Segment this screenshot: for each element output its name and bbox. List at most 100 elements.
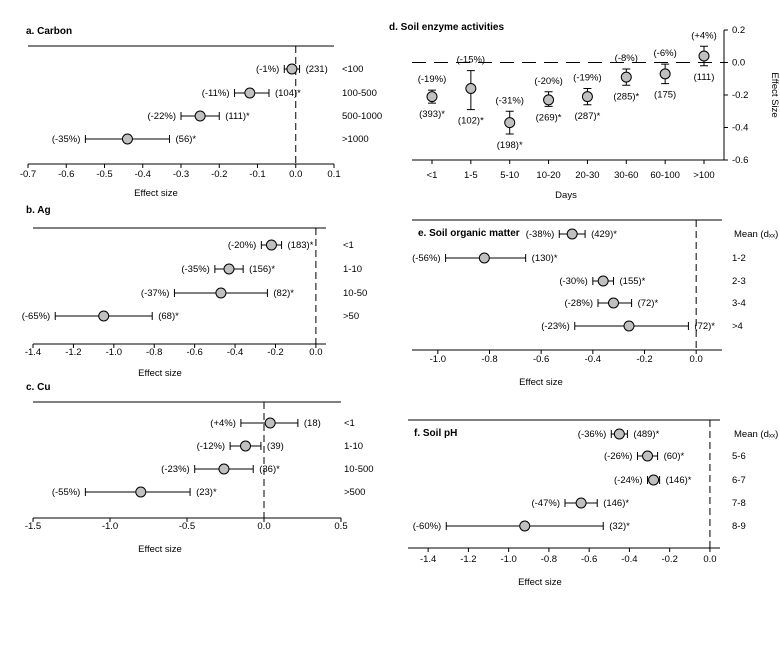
panel-title: e. Soil organic matter (418, 228, 520, 239)
category-label: 1-2 (732, 253, 746, 264)
percent-label: (-23%) (161, 464, 190, 475)
sample-count-label: (231) (306, 64, 328, 75)
x-tick-label: 0.0 (690, 354, 703, 365)
percent-label: (+4%) (691, 30, 717, 41)
sample-count-label: (82)* (273, 288, 294, 299)
x-tick-label: -0.6 (58, 169, 74, 180)
x-tick-label: -1.4 (25, 347, 41, 358)
sample-count-label: (68)* (158, 311, 179, 322)
sample-count-label: (18) (304, 418, 321, 429)
x-tick-label: -1.5 (25, 521, 41, 532)
mean-point (264, 417, 276, 429)
x-tick-label: 0.0 (257, 521, 270, 532)
category-label: 100-500 (342, 88, 377, 99)
panel-a-carbon: a. Carbon -0.7 -0.6 -0.5 -0.4 -0.3 -0.2 -0.1 0.0… (20, 26, 382, 199)
percent-label: (-55%) (52, 487, 81, 498)
x-tick-label: -0.6 (533, 354, 549, 365)
percent-label: (-47%) (531, 498, 560, 509)
category-label: >500 (344, 487, 365, 498)
sample-count-label: (183)* (288, 240, 314, 251)
mean-point (215, 287, 227, 299)
category-label: <1 (344, 418, 355, 429)
category-label: <1 (343, 240, 354, 251)
mean-point (98, 310, 110, 322)
mean-point (698, 50, 710, 62)
sample-count-label: (23)* (196, 487, 217, 498)
mean-point (608, 297, 619, 309)
sample-count-label: (111)* (225, 111, 250, 122)
category-label: 10-500 (344, 464, 374, 475)
x-tick-label: 5-10 (500, 170, 519, 181)
mean-point (135, 486, 147, 498)
mean-point (648, 474, 660, 486)
x-tick-label: 0.1 (327, 169, 340, 180)
sample-count-label: (175) (654, 90, 676, 101)
x-tick-label: -1.2 (65, 347, 81, 358)
percent-label: (-19%) (573, 73, 602, 84)
mean-point (623, 320, 635, 332)
x-tick-label: <1 (427, 170, 438, 181)
x-tick-label: -0.2 (267, 347, 283, 358)
sample-count-label: (146)* (666, 475, 692, 486)
x-tick-label: -1.0 (430, 354, 446, 365)
x-tick-label: -1.0 (500, 554, 516, 565)
mean-point (597, 275, 609, 287)
y-tick-label: -0.6 (732, 155, 748, 166)
y-axis-label: Effect Size (769, 72, 780, 117)
sample-count-label: (155)* (620, 276, 646, 287)
panel-title: d. Soil enzyme activities (389, 22, 504, 33)
sample-count-label: (111) (694, 72, 715, 83)
x-tick-label: -0.4 (227, 347, 243, 358)
category-label: 2-3 (732, 276, 746, 287)
x-tick-label: -0.1 (249, 169, 265, 180)
x-tick-label: -0.5 (179, 521, 195, 532)
x-tick-label: 10-20 (536, 170, 560, 181)
percent-label: (-56%) (412, 253, 441, 264)
x-axis-label: Effect size (138, 544, 182, 555)
percent-label: (-6%) (654, 48, 677, 59)
mean-point (121, 133, 133, 145)
category-label: >50 (343, 311, 359, 322)
mean-point (244, 87, 256, 99)
percent-label: (-19%) (418, 74, 447, 85)
mean-point (642, 450, 654, 462)
x-tick-label: -0.4 (621, 554, 637, 565)
percent-label: (-1%) (256, 64, 279, 75)
legend-header: Mean (dₓₓ) (734, 429, 778, 440)
x-tick-label: -1.2 (460, 554, 476, 565)
sample-count-label: (198)* (497, 140, 523, 151)
mean-point (218, 463, 230, 475)
mean-point (240, 440, 252, 452)
percent-label: (-15%) (457, 55, 486, 66)
x-axis-label: Days (555, 190, 577, 201)
category-label: >4 (732, 321, 743, 332)
x-tick-label: 30-60 (614, 170, 638, 181)
panel-b-ag: b. Ag -1.4 -1.2 -1.0 -0.8 -0.6 -0.4 -0.2 0.0 Effe… (22, 205, 368, 379)
mean-point (286, 63, 298, 75)
sample-count-label: (269)* (536, 112, 562, 123)
mean-point (194, 110, 206, 122)
x-tick-label: -0.8 (481, 354, 497, 365)
percent-label: (-30%) (559, 276, 588, 287)
mean-point (426, 91, 438, 103)
x-tick-label: 0.5 (334, 521, 347, 532)
percent-label: (-65%) (22, 311, 51, 322)
y-tick-label: 0.2 (732, 25, 745, 36)
mean-point (543, 94, 555, 106)
x-tick-label: -1.0 (102, 521, 118, 532)
percent-label: (-11%) (202, 88, 230, 99)
mean-point (566, 228, 578, 240)
mean-point (575, 497, 587, 509)
x-tick-label: -1.0 (106, 347, 122, 358)
mean-point (265, 239, 277, 251)
percent-label: (-26%) (604, 451, 633, 462)
x-tick-label: 60-100 (650, 170, 680, 181)
x-axis-label: Effect size (519, 377, 563, 388)
percent-label: (-8%) (615, 53, 638, 64)
panel-title: b. Ag (26, 205, 51, 216)
y-tick-label: -0.2 (732, 90, 748, 101)
x-tick-label: -1.4 (420, 554, 436, 565)
sample-count-label: (72)* (638, 298, 659, 309)
sample-count-label: (393)* (419, 109, 445, 120)
